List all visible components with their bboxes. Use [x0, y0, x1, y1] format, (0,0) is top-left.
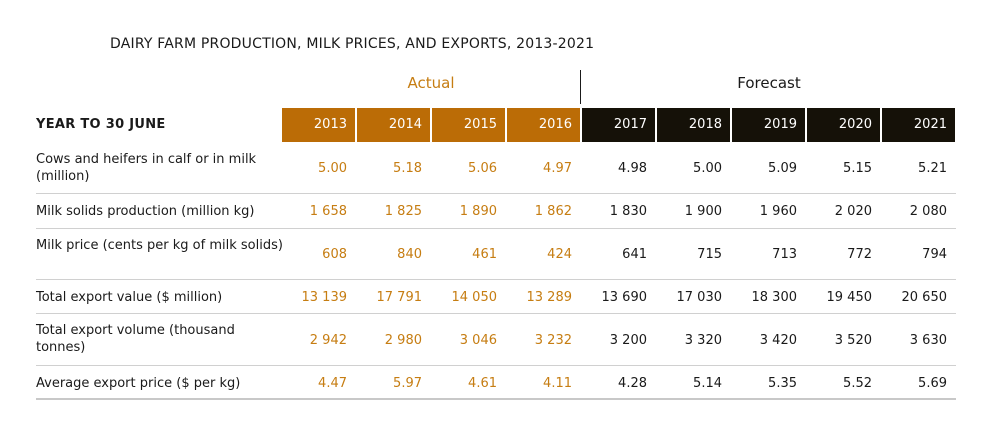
- table-cell: 1 825: [384, 204, 422, 219]
- table-row: Average export price ($ per kg) 4.47 5.97 4…: [36, 366, 956, 400]
- table-cell: 4.98: [618, 161, 647, 176]
- table-cell: 1 658: [309, 204, 347, 219]
- year-header-2018: 2018: [657, 108, 730, 142]
- row-label: Milk solids production (million kg): [36, 204, 255, 219]
- table-cell: 3 232: [534, 332, 572, 348]
- table-row: Total export value ($ million) 13 139 17 7…: [36, 280, 956, 314]
- table-row: Milk price (cents per kg of milk solids)…: [36, 229, 956, 280]
- table-cell: 2 020: [834, 204, 872, 219]
- table-cell: 5.14: [693, 375, 722, 391]
- table-cell: 4.97: [543, 161, 572, 176]
- table-cell: 3 630: [909, 332, 947, 348]
- table-cell: 5.15: [843, 161, 872, 176]
- table-cell: 5.00: [318, 161, 347, 176]
- table-cell: 1 862: [534, 204, 572, 219]
- table-cell: 772: [847, 247, 872, 262]
- year-header-2019: 2019: [732, 108, 805, 142]
- year-header-2014: 2014: [357, 108, 430, 142]
- header-label: YEAR TO 30 JUNE: [36, 117, 166, 132]
- table-cell: 13 690: [601, 289, 648, 305]
- table-cell: 3 046: [459, 332, 497, 348]
- table-cell: 5.00: [693, 161, 722, 176]
- year-header-2020: 2020: [807, 108, 880, 142]
- table-cell: 3 420: [759, 332, 797, 348]
- table-cell: 4.47: [318, 375, 347, 391]
- table-title: DAIRY FARM PRODUCTION, MILK PRICES, AND …: [110, 36, 595, 52]
- table-cell: 2 942: [309, 332, 347, 348]
- table-cell: 17 791: [376, 289, 423, 305]
- table-cell: 5.06: [468, 161, 497, 176]
- table-cell: 2 080: [909, 204, 947, 219]
- row-label: Total export volume (thousand tonnes): [36, 323, 235, 355]
- year-header-2017: 2017: [582, 108, 655, 142]
- forecast-group-label: Forecast: [737, 74, 801, 92]
- table-cell: 461: [472, 247, 497, 262]
- table-cell: 840: [397, 247, 422, 262]
- table-cell: 3 320: [684, 332, 722, 348]
- table-cell: 3 520: [834, 332, 872, 348]
- table-cell: 4.11: [543, 375, 572, 391]
- table-cell: 13 289: [526, 289, 573, 305]
- table-cell: 1 900: [684, 204, 722, 219]
- table-cell: 1 960: [759, 204, 797, 219]
- table-row: Total export volume (thousand tonnes) 2 9…: [36, 314, 956, 366]
- table-cell: 19 450: [826, 289, 873, 305]
- table-cell: 5.52: [843, 375, 872, 391]
- table-cell: 13 139: [301, 289, 348, 305]
- table-row: Cows and heifers in calf or in milk (mil…: [36, 143, 956, 194]
- table-cell: 5.09: [768, 161, 797, 176]
- table-cell: 5.21: [918, 161, 947, 176]
- table-cell: 794: [922, 247, 947, 262]
- table-cell: 5.97: [393, 375, 422, 391]
- row-label: Total export value ($ million): [36, 289, 223, 305]
- table-cell: 4.28: [618, 375, 647, 391]
- year-header-2021: 2021: [882, 108, 955, 142]
- table-cell: 17 030: [676, 289, 723, 305]
- table-cell: 715: [697, 247, 722, 262]
- header-row: YEAR TO 30 JUNE 2013 2014 2015 2016 2017 2018…: [36, 108, 956, 142]
- table-cell: 5.69: [918, 375, 947, 391]
- table-cell: 20 650: [901, 289, 948, 305]
- table-cell: 608: [322, 247, 347, 262]
- group-divider: [580, 70, 581, 104]
- table-cell: 18 300: [751, 289, 798, 305]
- table-cell: 4.61: [468, 375, 497, 391]
- table-row: Milk solids production (million kg) 1 658…: [36, 194, 956, 229]
- table-cell: 1 890: [459, 204, 497, 219]
- row-label: Milk price (cents per kg of milk solids): [36, 237, 283, 253]
- row-label: Average export price ($ per kg): [36, 375, 241, 391]
- actual-group-label: Actual: [407, 74, 455, 92]
- table-cell: 3 200: [609, 332, 647, 348]
- row-label: Cows and heifers in calf or in milk (mil…: [36, 151, 257, 184]
- table-cell: 5.18: [393, 161, 422, 176]
- table-cell: 713: [772, 247, 797, 262]
- table-cell: 2 980: [384, 332, 422, 348]
- year-header-2013: 2013: [282, 108, 355, 142]
- table-cell: 1 830: [609, 204, 647, 219]
- table-cell: 641: [622, 247, 647, 262]
- table-cell: 14 050: [451, 289, 498, 305]
- year-header-2016: 2016: [507, 108, 580, 142]
- year-header-2015: 2015: [432, 108, 505, 142]
- table-cell: 424: [547, 247, 572, 262]
- table-cell: 5.35: [768, 375, 797, 391]
